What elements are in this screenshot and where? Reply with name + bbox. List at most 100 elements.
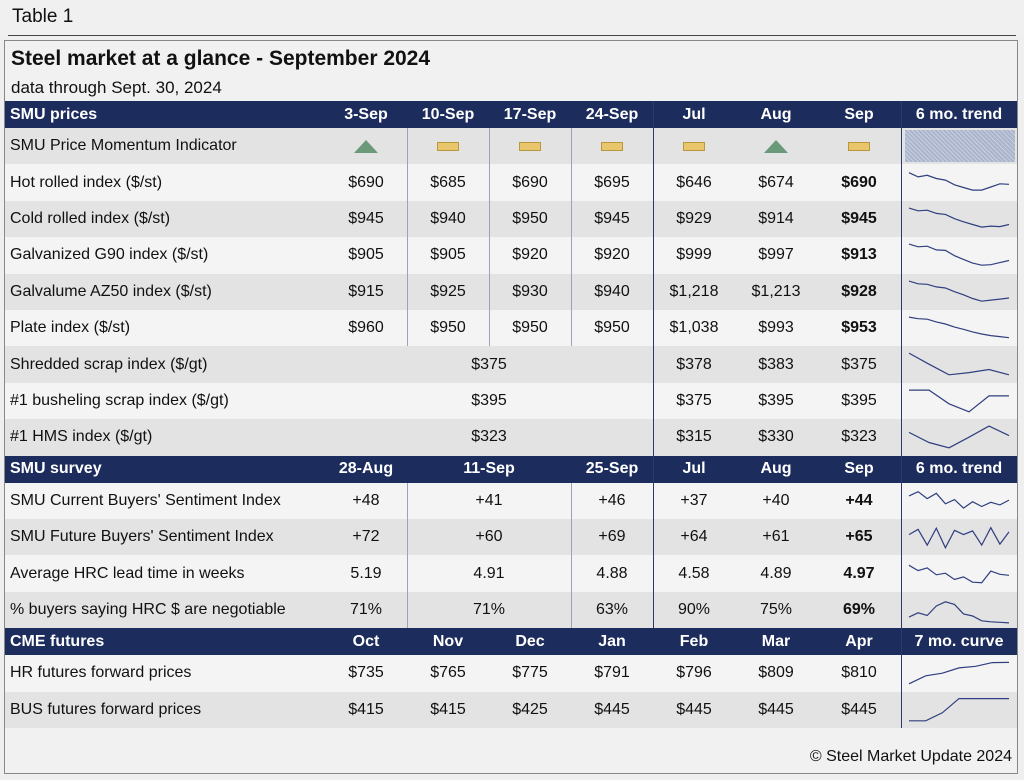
futures-value: $791 xyxy=(594,664,630,682)
prices-column-header: Sep xyxy=(844,105,874,123)
cme-column-header: Jan xyxy=(598,632,626,650)
trend-sparkline xyxy=(908,490,1010,509)
row-label: Hot rolled index ($/st) xyxy=(10,173,163,191)
survey-monthly-value: 90% xyxy=(677,600,711,618)
row-label: #1 HMS index ($/gt) xyxy=(10,428,153,446)
monthly-value: $375 xyxy=(676,391,712,409)
cme-column-header: 7 mo. curve xyxy=(914,632,1004,650)
survey-weekly-value: 4.91 xyxy=(473,564,505,582)
prices-header-row: SMU prices 3-Sep 10-Sep 17-Sep 24-Sep Jul Aug S… xyxy=(5,101,1017,128)
trend-sparkline xyxy=(908,352,1010,376)
monthly-value: $378 xyxy=(676,355,712,373)
merged-weekly-value: $375 xyxy=(471,355,507,373)
column-divider xyxy=(407,482,408,629)
futures-value: $445 xyxy=(841,700,877,718)
weekly-value: $690 xyxy=(348,173,384,191)
triangle-up-icon xyxy=(354,139,378,153)
table-label: Table 1 xyxy=(12,6,74,27)
prices-column-header: Aug xyxy=(760,105,792,123)
prices-column-header: 24-Sep xyxy=(585,105,639,123)
survey-weekly-value: +48 xyxy=(352,491,380,509)
price-row: Cold rolled index ($/st) $945 $940 $950 $945… xyxy=(5,200,1017,238)
survey-row: SMU Current Buyers' Sentiment Index +48 +4… xyxy=(5,482,1017,519)
survey-row: % buyers saying HRC $ are negotiable 71% 7… xyxy=(5,591,1017,629)
weekly-value: $945 xyxy=(348,209,384,227)
survey-weekly-value: +72 xyxy=(352,528,380,546)
cme-column-header: Apr xyxy=(845,632,873,650)
row-label: Cold rolled index ($/st) xyxy=(10,209,171,227)
futures-value: $445 xyxy=(758,700,794,718)
row-label: HR futures forward prices xyxy=(10,664,192,682)
column-divider xyxy=(653,482,654,629)
survey-monthly-value: 4.97 xyxy=(843,564,875,582)
weekly-value: $960 xyxy=(348,319,384,337)
trend-line xyxy=(908,243,1010,266)
trend-line xyxy=(908,565,1010,584)
futures-value: $796 xyxy=(676,664,712,682)
survey-monthly-value: 4.89 xyxy=(760,564,792,582)
futures-value: $810 xyxy=(841,664,877,682)
futures-value: $765 xyxy=(430,664,466,682)
monthly-value: $928 xyxy=(841,282,877,300)
column-divider xyxy=(653,101,654,128)
prices-column-header: 17-Sep xyxy=(503,105,557,123)
price-row: Galvalume AZ50 index ($/st) $915 $925 $930 $… xyxy=(5,273,1017,310)
survey-monthly-value: 4.58 xyxy=(678,564,710,582)
row-label: Average HRC lead time in weeks xyxy=(10,564,245,582)
trend-line xyxy=(909,697,1009,721)
monthly-value: $1,038 xyxy=(669,319,719,337)
price-row: Galvanized G90 index ($/st) $905 $905 $920 $… xyxy=(5,237,1017,274)
monthly-value: $914 xyxy=(758,209,794,227)
prices-header-title: SMU prices xyxy=(10,105,98,123)
prices-column-header: 6 mo. trend xyxy=(915,105,1003,123)
price-row: Plate index ($/st) $960 $950 $950 $950 $1,038… xyxy=(5,310,1017,347)
survey-monthly-value: 75% xyxy=(759,600,793,618)
weekly-value: $950 xyxy=(430,319,466,337)
flat-bar-icon xyxy=(848,141,870,151)
monthly-value: $997 xyxy=(758,246,794,264)
monthly-value: $323 xyxy=(841,428,877,446)
momentum-up-icon xyxy=(735,128,817,164)
monthly-value: $375 xyxy=(841,355,877,373)
futures-value: $735 xyxy=(348,664,384,682)
survey-weekly-value: 63% xyxy=(595,600,629,618)
column-divider xyxy=(571,482,572,629)
weekly-value: $950 xyxy=(512,319,548,337)
monthly-value: $690 xyxy=(841,173,877,191)
futures-value: $415 xyxy=(348,700,384,718)
page-title: Steel market at a glance - September 202… xyxy=(11,47,431,70)
monthly-value: $929 xyxy=(676,209,712,227)
copyright-footer: © Steel Market Update 2024 xyxy=(809,748,1012,765)
monthly-value: $646 xyxy=(676,173,712,191)
cme-column-header: Nov xyxy=(432,632,464,650)
row-label: BUS futures forward prices xyxy=(10,700,202,718)
weekly-value: $905 xyxy=(430,246,466,264)
cme-header-title: CME futures xyxy=(10,632,105,650)
monthly-value: $383 xyxy=(758,355,794,373)
trend-sparkline xyxy=(909,697,1009,721)
weekly-value: $950 xyxy=(594,319,630,337)
cme-column-header: Dec xyxy=(515,632,545,650)
monthly-value: $674 xyxy=(758,173,794,191)
trend-sparkline xyxy=(908,243,1010,266)
futures-value: $425 xyxy=(512,700,548,718)
survey-column-header: Aug xyxy=(760,460,792,478)
monthly-value: $993 xyxy=(758,319,794,337)
trend-sparkline xyxy=(909,389,1009,413)
survey-weekly-value: 5.19 xyxy=(350,564,382,582)
prices-column-header: 10-Sep xyxy=(421,105,475,123)
price-row: #1 busheling scrap index ($/gt) $395 $375 $… xyxy=(5,382,1017,420)
futures-value: $445 xyxy=(676,700,712,718)
futures-row: BUS futures forward prices $415 $415 $425 $4… xyxy=(5,691,1017,728)
trend-line xyxy=(908,316,1010,339)
survey-monthly-value: +40 xyxy=(762,491,790,509)
survey-monthly-value: +37 xyxy=(680,491,708,509)
survey-header-row: SMU survey 28-Aug 11-Sep 25-Sep Jul Aug Sep 6 m… xyxy=(5,455,1017,483)
weekly-value: $905 xyxy=(348,246,384,264)
futures-row: HR futures forward prices $735 $765 $775 $79… xyxy=(5,655,1017,692)
flat-bar-icon xyxy=(683,141,705,151)
survey-column-header: 11-Sep xyxy=(463,460,515,478)
weekly-value: $690 xyxy=(512,173,548,191)
price-row: Hot rolled index ($/st) $690 $685 $690 $695 $… xyxy=(5,164,1017,201)
monthly-value: $1,218 xyxy=(669,282,719,300)
